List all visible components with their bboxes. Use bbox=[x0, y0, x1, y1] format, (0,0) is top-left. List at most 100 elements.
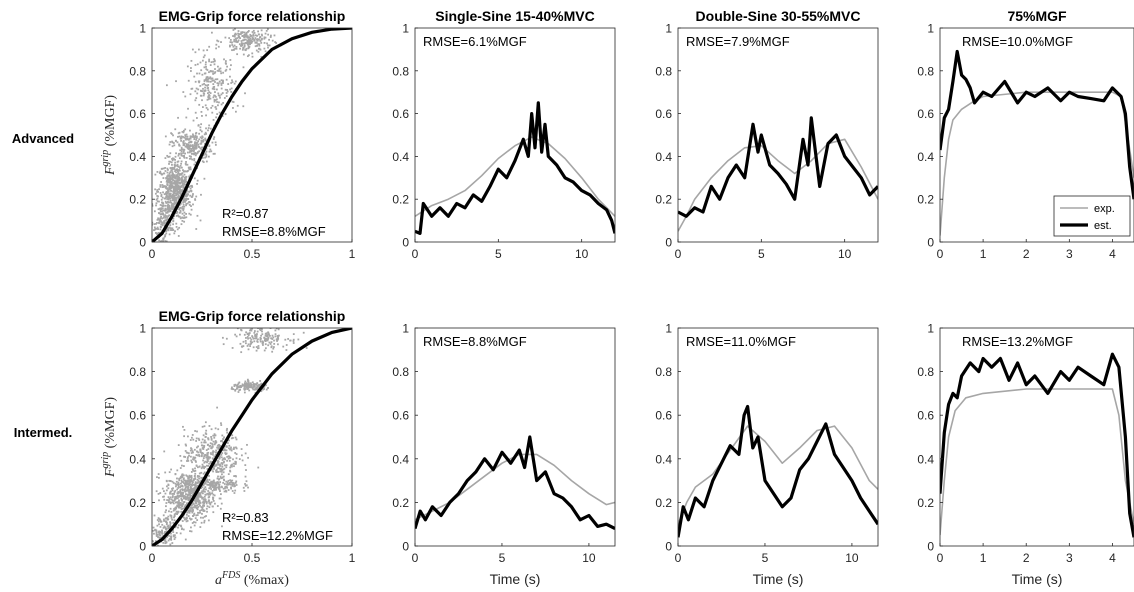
scatter-point bbox=[242, 340, 245, 343]
scatter-point bbox=[265, 338, 268, 341]
scatter-point bbox=[208, 462, 211, 465]
scatter-point bbox=[198, 103, 201, 106]
scatter-point bbox=[191, 468, 194, 471]
scatter-point bbox=[185, 486, 188, 488]
scatter-point bbox=[221, 336, 224, 339]
y-tick-label: 0 bbox=[665, 540, 672, 554]
scatter-point bbox=[171, 193, 174, 196]
scatter-point bbox=[198, 439, 201, 441]
scatter-point bbox=[221, 439, 223, 442]
scatter-point bbox=[172, 502, 175, 505]
scatter-point bbox=[238, 33, 241, 35]
scatter-point bbox=[254, 335, 257, 337]
scatter-point bbox=[159, 240, 162, 242]
scatter-point bbox=[185, 496, 188, 499]
scatter-point bbox=[232, 101, 235, 103]
scatter-point bbox=[205, 78, 208, 80]
scatter-point bbox=[188, 185, 191, 188]
scatter-point bbox=[189, 135, 192, 138]
scatter-point bbox=[200, 90, 203, 92]
scatter-point bbox=[228, 444, 231, 447]
scatter-point bbox=[189, 144, 192, 147]
scatter-point bbox=[162, 212, 165, 215]
scatter-point bbox=[243, 388, 246, 390]
scatter-point bbox=[264, 337, 267, 340]
scatter-point bbox=[254, 41, 257, 44]
scatter-point bbox=[185, 193, 188, 196]
scatter-point bbox=[186, 475, 189, 478]
scatter-point bbox=[213, 464, 216, 467]
scatter-point bbox=[159, 526, 162, 528]
scatter-point bbox=[206, 78, 209, 81]
scatter-point bbox=[228, 37, 231, 39]
scatter-point bbox=[206, 84, 209, 87]
scatter-point bbox=[229, 456, 232, 459]
scatter-point bbox=[256, 44, 259, 47]
scatter-point bbox=[161, 239, 164, 242]
scatter-point bbox=[193, 504, 196, 507]
scatter-point bbox=[164, 511, 167, 514]
scatter-point bbox=[168, 233, 171, 236]
scatter-point bbox=[216, 101, 218, 103]
scatter-point bbox=[159, 213, 162, 216]
scatter-point bbox=[297, 338, 300, 341]
scatter-point bbox=[175, 202, 178, 205]
scatter-point bbox=[180, 137, 183, 140]
scatter-point bbox=[187, 477, 189, 480]
scatter-point bbox=[197, 140, 200, 143]
scatter-point bbox=[199, 451, 202, 454]
scatter-point bbox=[186, 502, 188, 505]
scatter-point bbox=[170, 190, 173, 192]
scatter-point bbox=[211, 70, 214, 73]
scatter-point bbox=[249, 337, 252, 339]
scatter-point bbox=[250, 34, 253, 37]
scatter-point bbox=[194, 483, 197, 486]
scatter-point bbox=[185, 163, 187, 166]
scatter-point bbox=[194, 80, 197, 83]
scatter-point bbox=[251, 52, 254, 55]
scatter-point bbox=[193, 448, 196, 451]
scatter-point bbox=[220, 79, 223, 82]
scatter-point bbox=[165, 196, 167, 198]
scatter-point bbox=[243, 388, 246, 391]
scatter-point bbox=[207, 457, 210, 460]
scatter-point bbox=[203, 519, 206, 522]
scatter-point bbox=[220, 462, 223, 464]
scatter-point bbox=[198, 80, 201, 83]
scatter-point bbox=[167, 206, 170, 209]
scatter-point bbox=[175, 192, 178, 195]
scatter-point bbox=[262, 344, 264, 346]
scatter-point bbox=[157, 208, 160, 211]
scatter-point bbox=[182, 150, 185, 153]
scatter-point bbox=[247, 380, 249, 383]
scatter-point bbox=[172, 534, 175, 537]
scatter-point bbox=[195, 437, 198, 440]
scatter-point bbox=[169, 480, 172, 482]
scatter-point bbox=[204, 493, 207, 496]
scatter-point bbox=[154, 173, 157, 176]
scatter-point bbox=[210, 106, 213, 109]
scatter-point bbox=[166, 227, 168, 230]
scatter-point bbox=[169, 492, 171, 495]
scatter-point bbox=[172, 531, 175, 534]
scatter-point bbox=[183, 182, 186, 185]
scatter-point bbox=[209, 503, 212, 506]
y-tick-label: 0.2 bbox=[655, 496, 672, 510]
scatter-point bbox=[255, 386, 258, 389]
scatter-point bbox=[232, 45, 235, 48]
scatter-point bbox=[186, 163, 189, 166]
scatter-point bbox=[226, 442, 229, 444]
scatter-point bbox=[222, 471, 225, 474]
scatter-point bbox=[214, 484, 216, 487]
scatter-point bbox=[222, 441, 224, 444]
scatter-point bbox=[235, 110, 237, 113]
y-tick-label: 0.4 bbox=[392, 150, 409, 164]
scatter-point bbox=[251, 381, 254, 384]
scatter-point bbox=[203, 444, 206, 447]
scatter-point bbox=[167, 169, 169, 171]
scatter-point bbox=[225, 78, 228, 81]
scatter-point bbox=[182, 474, 185, 477]
scatter-point bbox=[154, 228, 157, 231]
scatter-point bbox=[160, 173, 163, 176]
scatter-point bbox=[166, 183, 169, 185]
